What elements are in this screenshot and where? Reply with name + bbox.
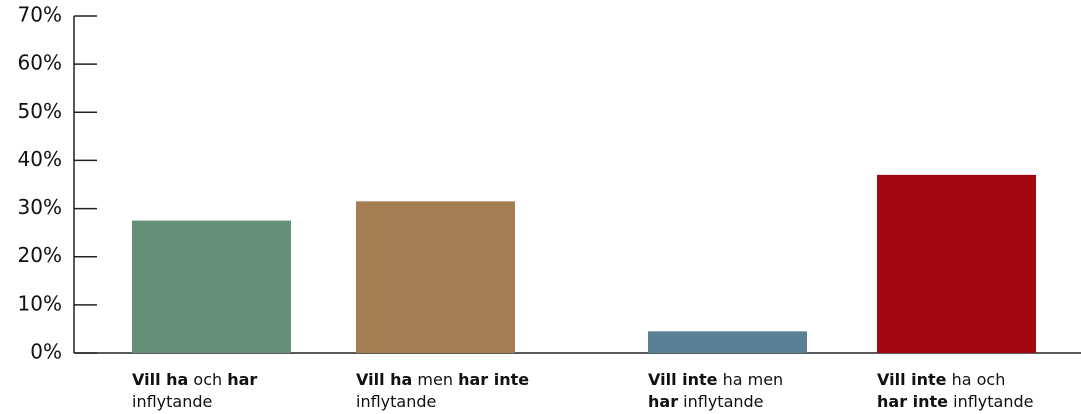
- y-tick-label: 30%: [18, 195, 62, 219]
- bar: [132, 220, 291, 353]
- label-run: Vill inte: [877, 370, 947, 389]
- y-tick-label: 60%: [18, 51, 62, 75]
- bar: [877, 174, 1036, 353]
- x-tick-label: Vill inte ha men: [648, 370, 783, 389]
- y-tick-label: 40%: [18, 147, 62, 171]
- x-tick-label: Vill inte ha och: [877, 370, 1005, 389]
- label-run: har: [648, 392, 678, 411]
- label-run: Vill inte: [648, 370, 718, 389]
- label-run: inflytande: [948, 392, 1033, 411]
- x-tick-label: inflytande: [132, 392, 212, 411]
- label-run: Vill ha: [356, 370, 412, 389]
- label-run: inflytande: [132, 392, 212, 411]
- label-run: har: [227, 370, 257, 389]
- label-run: och: [188, 370, 227, 389]
- label-run: har inte: [458, 370, 529, 389]
- x-tick-label: inflytande: [356, 392, 436, 411]
- y-tick-label: 70%: [18, 3, 62, 27]
- label-run: ha och: [947, 370, 1006, 389]
- y-tick-label: 20%: [18, 243, 62, 267]
- label-run: inflytande: [678, 392, 763, 411]
- y-tick-label: 0%: [30, 340, 62, 364]
- label-run: men: [412, 370, 458, 389]
- label-run: ha men: [718, 370, 784, 389]
- label-run: Vill ha: [132, 370, 188, 389]
- x-tick-label: har inflytande: [648, 392, 764, 411]
- bar: [356, 201, 515, 353]
- label-run: inflytande: [356, 392, 436, 411]
- y-tick-label: 50%: [18, 99, 62, 123]
- x-tick-label: Vill ha men har inte: [356, 370, 529, 389]
- bar: [648, 331, 807, 353]
- x-tick-label: har inte inflytande: [877, 392, 1033, 411]
- y-tick-label: 10%: [18, 291, 62, 315]
- label-run: har inte: [877, 392, 948, 411]
- x-tick-label: Vill ha och har: [132, 370, 257, 389]
